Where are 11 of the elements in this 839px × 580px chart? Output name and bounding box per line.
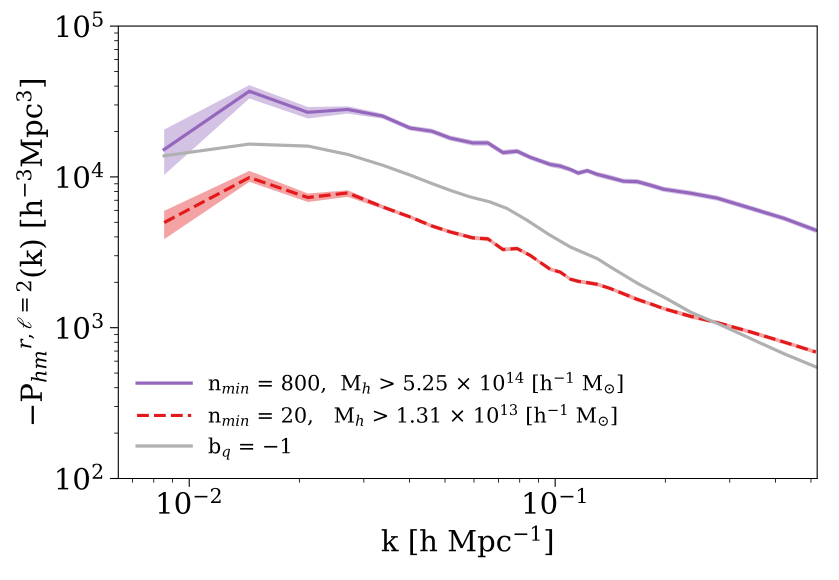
y-axis-title: −P$_{hm}$$^{r,ℓ=2}$(k) [h$^{−3}$Mpc$^{3}$] xyxy=(16,80,48,424)
text: n$_{min}$ = 20, M$_{h}$ > 1.31 × 10$^{13}$ [h$^{−1}$ M$_{⊙}$] xyxy=(208,404,616,426)
y-tick-label: 10$^{2}$ xyxy=(57,464,102,490)
x-axis-title: k [h Mpc$^{−1}$] xyxy=(382,525,552,558)
legend-label: b$_{q}$ = −1 xyxy=(208,437,290,460)
x-tick-label: 10$^{−2}$ xyxy=(158,488,221,514)
y-tick-label: 10$^{5}$ xyxy=(57,12,103,38)
text: n$_{min}$ = 800, M$_{h}$ > 5.25 × 10$^{14}$ [h$^{−1}$ M$_{⊙}$] xyxy=(208,372,622,394)
y-tick-label: 10$^{3}$ xyxy=(57,312,103,339)
x-tick-label: 10$^{−1}$ xyxy=(524,488,586,514)
y-tick-label: 10$^{4}$ xyxy=(57,162,104,188)
